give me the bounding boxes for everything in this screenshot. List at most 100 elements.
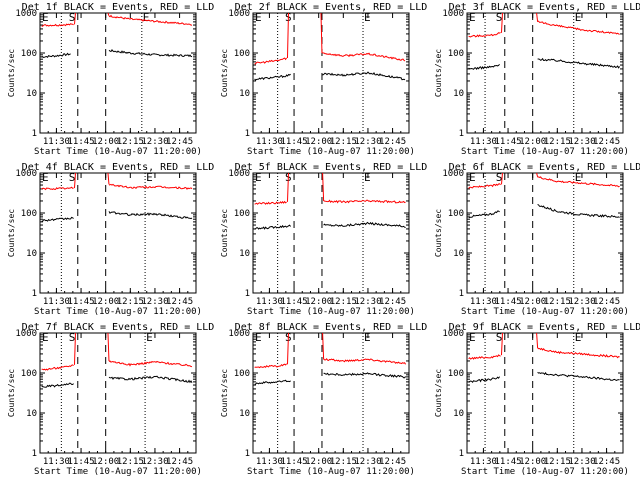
y-tick-label: 1 [459,289,464,299]
x-tick-label: 12:30 [568,457,595,467]
x-tick-label: 11:30 [256,457,283,467]
series-lld-post [321,52,406,62]
y-tick-label: 1000 [442,9,464,19]
x-tick-label: 11:30 [470,137,497,147]
x-tick-label: 12:45 [379,297,406,307]
x-axis-label: Start Time (10-Aug-07 11:20:00) [461,147,629,157]
series-events-pre [41,216,74,222]
x-axis-label: Start Time (10-Aug-07 11:20:00) [34,467,202,477]
marker-e-start: E [469,331,476,344]
series-lld-post [323,199,406,204]
y-tick-label: 10 [26,409,37,419]
detector-panel-6: Det 6f BLACK = Events, RED = LLD 1 10 100 10… [434,162,640,317]
marker-e-start: E [469,171,476,184]
marker-e-start: E [469,11,476,24]
lld-spike [286,12,323,59]
y-axis-label: Counts/sec [7,49,16,97]
plot-frame [466,332,624,454]
x-tick-label: 11:30 [43,137,70,147]
x-tick-label: 11:45 [495,137,522,147]
y-tick-label: 10 [453,249,464,259]
y-tick-label: 10 [26,89,37,99]
y-tick-label: 1 [245,129,250,139]
y-tick-label: 100 [21,49,37,59]
x-tick-label: 12:45 [166,297,193,307]
y-tick-label: 10 [239,409,250,419]
y-tick-label: 1 [245,289,250,299]
series-events-post [108,49,193,58]
y-tick-label: 100 [21,369,37,379]
x-tick-label: 12:30 [354,137,381,147]
marker-e-start: E [255,331,262,344]
x-tick-label: 12:15 [117,297,144,307]
series-events-pre [254,73,291,81]
plot-frame [466,172,624,294]
series-lld-post [537,347,620,359]
y-axis-label: Counts/sec [7,209,16,257]
x-tick-label: 12:45 [379,457,406,467]
x-tick-label: 12:00 [92,297,119,307]
detector-panel-3: Det 3f BLACK = Events, RED = LLD 1 10 100 10… [434,2,640,157]
series-lld-pre [41,186,74,191]
x-tick-label: 11:45 [68,137,95,147]
y-tick-label: 100 [234,369,250,379]
marker-e-start: E [42,171,49,184]
plot-frame [252,172,410,294]
x-tick-label: 12:45 [593,137,620,147]
series-events-pre [468,63,500,70]
series-events-pre [254,224,291,230]
marker-s: S [496,331,503,344]
series-lld-post [108,14,192,26]
x-tick-label: 12:00 [92,457,119,467]
x-tick-label: 12:15 [544,137,571,147]
x-axis-label: Start Time (10-Aug-07 11:20:00) [247,147,415,157]
panel-title: Det 9f BLACK = Events, RED = LLD [449,322,640,333]
series-events-pre [41,382,74,388]
x-tick-label: 12:30 [354,297,381,307]
x-tick-label: 11:45 [281,137,308,147]
y-axis-label: Counts/sec [220,209,229,257]
panel-title: Det 5f BLACK = Events, RED = LLD [235,162,428,173]
detector-panel-9: Det 9f BLACK = Events, RED = LLD 1 10 100 10… [434,322,640,477]
detector-panel-2: Det 2f BLACK = Events, RED = LLD 1 10 100 10… [220,2,427,157]
lld-spike [286,332,325,365]
y-axis-label: Counts/sec [7,369,16,417]
x-tick-label: 12:30 [568,137,595,147]
x-tick-label: 12:00 [305,457,332,467]
series-events-post [323,372,406,379]
y-tick-label: 10 [453,89,464,99]
series-lld-pre [41,23,74,27]
x-tick-label: 11:30 [470,297,497,307]
x-tick-label: 11:45 [68,297,95,307]
y-tick-label: 100 [448,209,464,219]
series-events-pre [254,379,291,385]
y-tick-label: 1000 [228,169,250,179]
series-lld-post [108,183,193,190]
y-axis-label: Counts/sec [220,49,229,97]
x-tick-label: 12:30 [141,297,168,307]
panel-title: Det 6f BLACK = Events, RED = LLD [449,162,640,173]
plot-frame [39,172,197,294]
marker-e-end: E [146,171,153,184]
x-tick-label: 12:30 [568,297,595,307]
y-tick-label: 1 [32,129,37,139]
x-axis-label: Start Time (10-Aug-07 11:20:00) [247,467,415,477]
x-tick-label: 12:45 [166,137,193,147]
marker-e-end: E [143,11,150,24]
x-tick-label: 11:45 [495,297,522,307]
y-axis-label: Counts/sec [434,209,443,257]
series-lld-post [537,20,620,35]
series-events-pre [468,376,501,383]
x-tick-label: 11:30 [470,457,497,467]
panel-title: Det 7f BLACK = Events, RED = LLD [22,322,215,333]
series-events-post [321,71,406,81]
x-tick-label: 12:30 [141,137,168,147]
plot-frame [39,332,197,454]
marker-e-start: E [42,11,49,24]
series-lld-pre [41,364,74,371]
x-tick-label: 12:00 [305,297,332,307]
x-tick-label: 12:45 [593,297,620,307]
y-tick-label: 10 [453,409,464,419]
y-axis-label: Counts/sec [434,49,443,97]
x-tick-label: 12:30 [354,457,381,467]
